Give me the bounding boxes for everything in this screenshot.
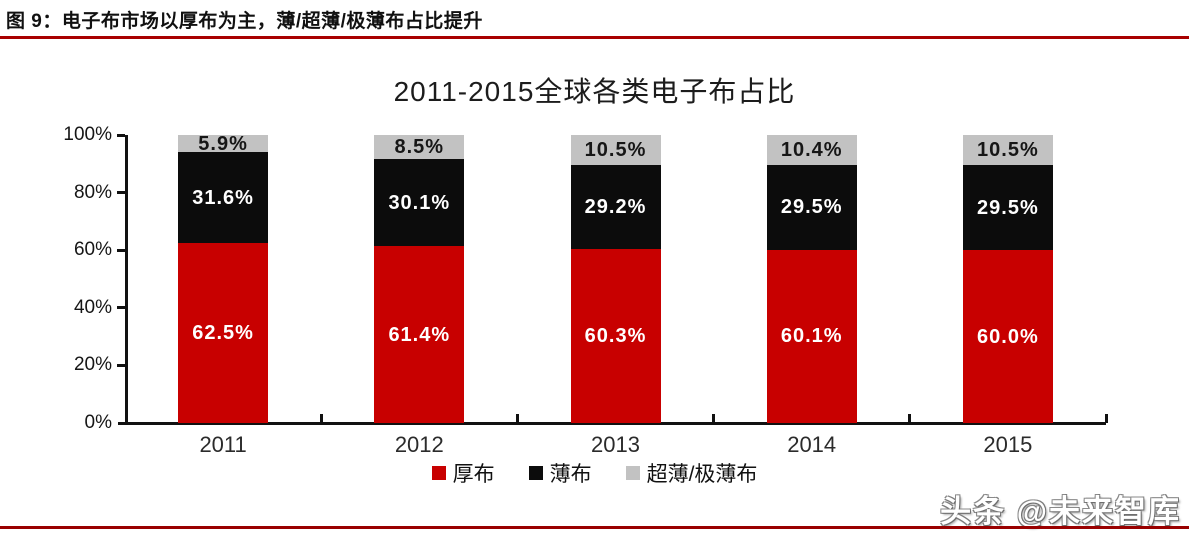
legend-label: 超薄/极薄布 (646, 463, 758, 486)
y-axis-tick (117, 363, 125, 367)
x-axis-tick (1104, 414, 1108, 423)
bar-segment: 60.1% (766, 249, 857, 423)
bar-value-label: 62.5% (192, 322, 254, 344)
y-axis-label: 40% (73, 296, 112, 318)
y-axis-tick (117, 248, 125, 252)
bar-value-label: 29.5% (780, 196, 843, 219)
bar-segment: 29.5% (766, 164, 857, 250)
bottom-divider (0, 526, 1189, 529)
bar-value-label: 8.5% (394, 136, 445, 159)
bar-value-label: 5.9% (198, 132, 248, 155)
bar-value-label: 10.5% (584, 139, 647, 162)
bar-segment: 5.9% (178, 132, 269, 155)
bar-value-label: 29.5% (977, 196, 1039, 219)
bar-value-label: 29.2% (584, 196, 647, 219)
x-axis-label: 2014 (787, 432, 837, 457)
x-axis (118, 422, 1106, 425)
bar-segment: 61.4% (374, 246, 465, 423)
x-axis-label: 2013 (591, 432, 640, 457)
bar-segment: 8.5% (374, 135, 465, 160)
y-axis-label: 80% (73, 181, 112, 203)
y-axis (125, 135, 128, 423)
bar-segment: 10.5% (570, 135, 661, 166)
legend-item: 薄布 (528, 458, 592, 488)
plot-area: 0% 20% 40% 60% 80% 100% 62.5% 31.6% 5.9% 2011 61.4… (63, 124, 1108, 457)
y-axis-label: 20% (73, 354, 112, 376)
x-axis-label: 2012 (394, 432, 444, 457)
bar-value-label: 10.5% (977, 139, 1039, 162)
x-axis-label: 2015 (983, 432, 1033, 457)
y-axis-tick (117, 306, 125, 310)
bar-segment: 29.2% (570, 165, 661, 250)
legend-item: 超薄/极薄布 (625, 458, 758, 488)
y-axis-label: 100% (63, 124, 112, 145)
bar-segment: 31.6% (178, 152, 269, 243)
stacked-bar-2015: 60.0% 29.5% 10.5% (962, 135, 1053, 423)
stacked-bar-2013: 60.3% 29.2% 10.5% (570, 135, 661, 423)
y-axis-tick (117, 191, 125, 195)
legend-swatch-icon (431, 466, 446, 480)
bar-value-label: 61.4% (388, 323, 451, 346)
bar-value-label: 60.1% (780, 325, 843, 348)
legend-item: 厚布 (431, 458, 495, 488)
bar-value-label: 60.3% (584, 325, 647, 348)
x-axis-tick (712, 414, 716, 423)
figure-title: 图 9：电子布市场以厚布为主，薄/超薄/极薄布占比提升 (6, 11, 483, 32)
y-axis-tick (117, 133, 125, 137)
legend: 厚布 薄布 超薄/极薄布 (0, 458, 1189, 488)
bar-segment: 62.5% (178, 243, 269, 423)
stacked-bar-2011: 62.5% 31.6% 5.9% (178, 132, 269, 423)
x-axis-tick (908, 414, 912, 423)
bar-segment: 10.5% (962, 135, 1053, 166)
stacked-bar-2014: 60.1% 29.5% 10.4% (766, 135, 857, 423)
legend-label: 厚布 (452, 463, 495, 486)
bar-segment: 30.1% (374, 159, 465, 247)
bar-value-label: 31.6% (192, 186, 254, 209)
legend-label: 薄布 (549, 463, 592, 486)
bar-value-label: 10.4% (780, 139, 843, 161)
watermark: 头条 @未来智库 (940, 494, 1181, 529)
legend-swatch-icon (528, 466, 543, 480)
figure-header: 图 9：电子布市场以厚布为主，薄/超薄/极薄布占比提升 (6, 6, 483, 33)
bar-segment: 60.0% (962, 250, 1053, 423)
bar-segment: 29.5% (962, 165, 1053, 251)
x-axis-label: 2011 (199, 432, 247, 457)
bar-value-label: 30.1% (388, 191, 451, 214)
x-axis-tick (515, 414, 519, 423)
legend-swatch-icon (625, 466, 640, 480)
bar-segment: 60.3% (570, 249, 661, 423)
y-axis-label: 60% (73, 239, 112, 261)
header-divider (0, 36, 1189, 39)
stacked-bar-2012: 61.4% 30.1% 8.5% (374, 135, 465, 423)
chart-title: 2011-2015全球各类电子布占比 (393, 76, 796, 107)
bar-segment: 10.4% (766, 135, 857, 165)
x-axis-tick (319, 414, 323, 423)
bar-value-label: 60.0% (977, 325, 1039, 348)
y-axis-label: 0% (84, 412, 112, 433)
